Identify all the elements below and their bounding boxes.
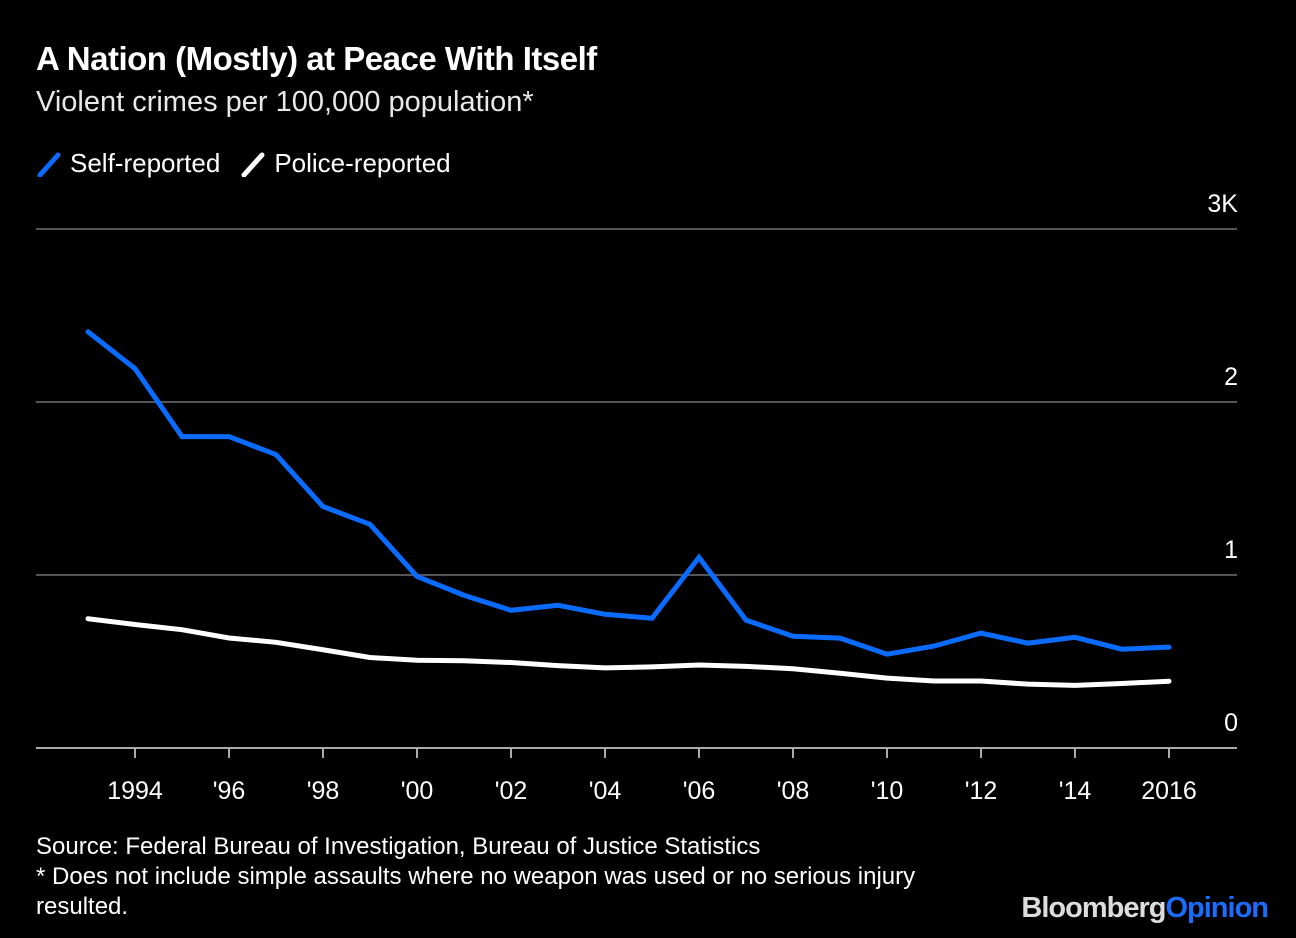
y-tick-label: 2 (1224, 363, 1238, 391)
x-tick-label: '08 (777, 777, 810, 805)
legend-label: Police-reported (274, 148, 451, 178)
legend-item-self-reported: Self-reported (36, 148, 220, 179)
legend-swatch-white-icon (241, 152, 265, 177)
source-text: Source: Federal Bureau of Investigation,… (36, 833, 761, 860)
x-tick-label: '04 (589, 777, 622, 805)
series-line-police-reported (85, 616, 1172, 688)
x-tick-label: 2016 (1141, 777, 1197, 805)
x-tick-label: '12 (965, 777, 998, 805)
chart-title: A Nation (Mostly) at Peace With Itself (36, 40, 597, 77)
x-tick-label: 1994 (107, 777, 163, 805)
legend-label: Self-reported (70, 148, 221, 178)
footer-notes: Source: Federal Bureau of Investigation,… (36, 832, 966, 922)
x-tick-label: '98 (307, 777, 340, 805)
series-line-self-reported (85, 329, 1172, 657)
y-tick-label: 0 (1224, 709, 1238, 737)
x-tick-label: '10 (871, 777, 904, 805)
x-tick-label: '06 (683, 777, 716, 805)
x-tick-label: '02 (495, 777, 528, 805)
x-tick-label: '96 (213, 777, 246, 805)
legend-item-police-reported: Police-reported (240, 148, 451, 179)
x-tick-label: '14 (1059, 777, 1092, 805)
bloomberg-opinion-logo: BloombergOpinion (1021, 892, 1269, 924)
legend: Self-reported Police-reported (36, 148, 471, 179)
footnote-text: * Does not include simple assaults where… (36, 863, 916, 920)
y-tick-label: 3K (1207, 190, 1238, 218)
legend-swatch-blue-icon (37, 152, 61, 177)
x-tick-label: '00 (401, 777, 434, 805)
y-tick-label: 1 (1224, 536, 1238, 564)
chart-subtitle: Violent crimes per 100,000 population* (36, 86, 534, 118)
